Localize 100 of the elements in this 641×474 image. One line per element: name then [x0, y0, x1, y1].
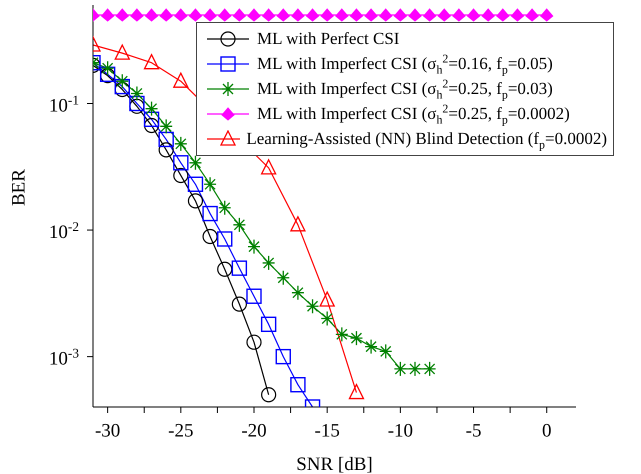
- point: [144, 101, 158, 116]
- point: [188, 193, 204, 208]
- point: [320, 291, 335, 307]
- point: [114, 44, 130, 60]
- legend-label: ML with Perfect CSI: [257, 28, 400, 50]
- point: [276, 348, 291, 364]
- point: [248, 8, 260, 22]
- legend-label: Learning-Assisted (NN) Blind Detection (f$_{p}$=0.0002): [246, 128, 607, 152]
- point: [306, 8, 320, 22]
- point: [130, 8, 144, 22]
- point: [144, 118, 160, 134]
- y-axis-title: BER: [8, 168, 30, 206]
- point: [158, 132, 174, 148]
- point: [173, 72, 188, 88]
- legend-label: ML with Imperfect CSI (σ$_{h}$$^{2}$=0.25, f$_{p}$=0.0002): [257, 101, 570, 126]
- y-tick-label: 10$^{-2}$: [48, 218, 79, 244]
- point: [423, 8, 436, 22]
- x-tick-label: 0: [542, 420, 552, 442]
- point: [116, 8, 129, 22]
- point: [276, 270, 290, 286]
- point: [364, 8, 378, 22]
- point: [261, 387, 276, 402]
- point: [144, 54, 160, 70]
- point: [306, 298, 320, 314]
- legend-label: ML with Imperfect CSI (σ$_{h}$$^{2}$=0.16, f$_{p}$=0.05): [257, 51, 553, 76]
- point: [204, 8, 217, 22]
- x-tick-label: -30: [94, 420, 120, 442]
- point: [145, 8, 158, 22]
- point: [188, 8, 202, 22]
- point: [320, 8, 334, 22]
- point: [260, 159, 276, 175]
- point: [364, 338, 378, 354]
- point: [335, 8, 348, 22]
- point: [408, 361, 422, 377]
- point: [452, 8, 466, 22]
- point: [232, 260, 248, 276]
- point: [232, 8, 246, 22]
- point: [290, 216, 306, 232]
- point: [262, 8, 276, 22]
- point: [174, 8, 188, 22]
- point: [158, 142, 174, 158]
- point: [482, 8, 495, 22]
- point: [217, 231, 232, 247]
- point: [291, 285, 305, 300]
- point: [350, 330, 364, 346]
- point: [188, 176, 204, 192]
- point: [173, 168, 188, 184]
- point: [114, 78, 130, 94]
- point: [203, 176, 217, 192]
- point: [510, 8, 524, 22]
- x-tick-label: -5: [466, 420, 482, 442]
- point: [218, 8, 232, 22]
- point: [276, 8, 290, 22]
- point: [540, 8, 554, 22]
- point: [320, 310, 334, 326]
- point: [246, 288, 262, 304]
- point: [202, 228, 218, 244]
- point: [526, 8, 539, 22]
- point: [422, 361, 436, 377]
- point: [379, 344, 392, 360]
- point: [129, 98, 145, 114]
- point: [202, 206, 218, 222]
- point: [438, 8, 451, 22]
- point: [188, 155, 202, 170]
- point: [129, 96, 145, 112]
- legend-label: ML with Imperfect CSI (σ$_{h}$$^{2}$=0.25, f$_{p}$=0.03): [257, 76, 553, 102]
- point: [247, 238, 261, 254]
- point: [160, 8, 173, 22]
- x-tick-label: -20: [241, 420, 267, 442]
- point: [394, 361, 408, 377]
- point: [408, 8, 422, 22]
- point: [290, 377, 306, 392]
- point: [114, 82, 130, 98]
- point: [291, 8, 304, 22]
- point: [496, 8, 510, 22]
- point: [144, 112, 160, 128]
- point: [116, 74, 129, 89]
- point: [335, 326, 348, 342]
- point: [100, 60, 114, 76]
- y-tick-label: 10$^{-3}$: [48, 345, 80, 370]
- point: [101, 8, 114, 22]
- point: [130, 86, 144, 102]
- point: [379, 8, 392, 22]
- x-axis-title: SNR [dB]: [296, 454, 373, 474]
- point: [217, 262, 232, 277]
- x-tick-label: -10: [388, 420, 414, 442]
- point: [260, 316, 276, 332]
- point: [350, 8, 363, 22]
- x-tick-label: -15: [314, 420, 340, 442]
- y-tick-label: 10$^{-1}$: [48, 92, 79, 116]
- point: [160, 118, 173, 134]
- point: [467, 8, 480, 22]
- point: [246, 334, 262, 350]
- point: [174, 136, 188, 152]
- point: [232, 217, 246, 232]
- point: [348, 384, 364, 400]
- point: [262, 255, 276, 271]
- point: [394, 8, 407, 22]
- point: [173, 155, 189, 170]
- point: [232, 296, 247, 312]
